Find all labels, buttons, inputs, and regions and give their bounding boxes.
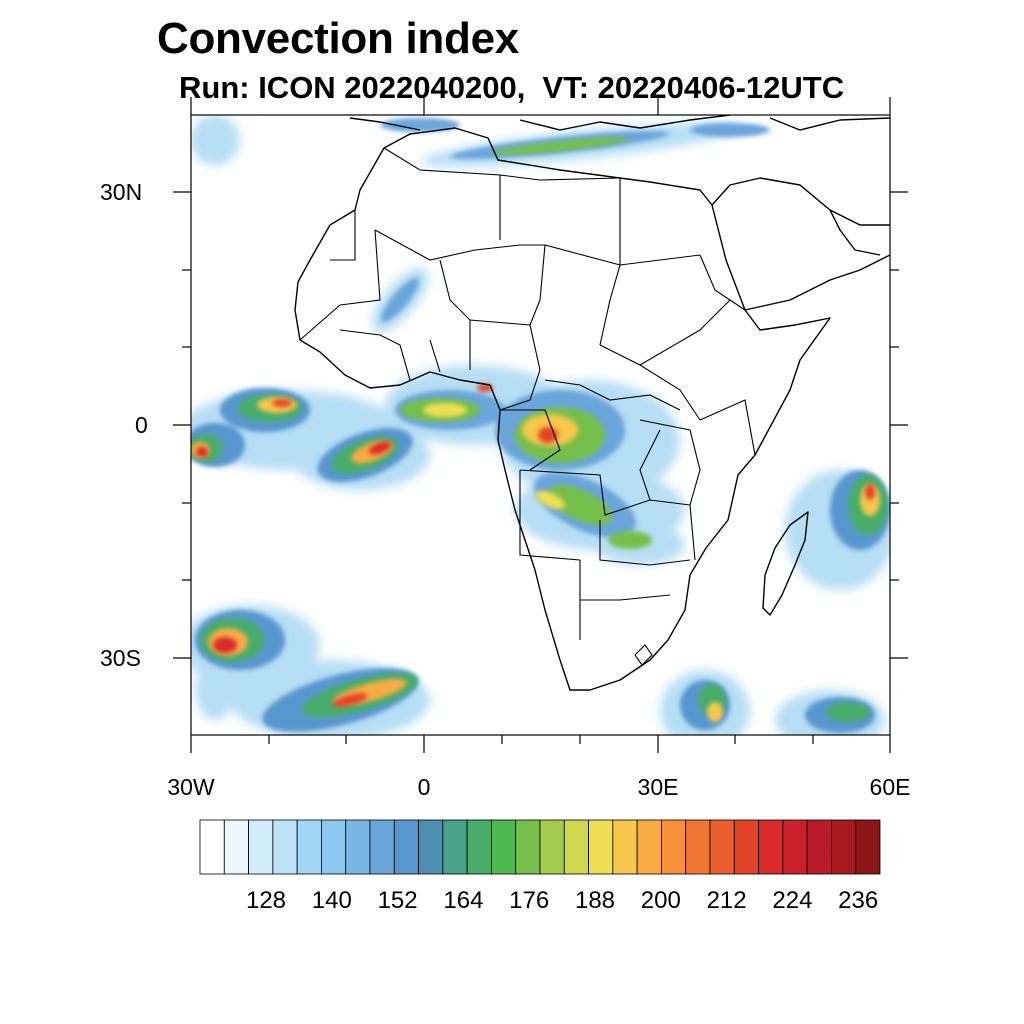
colorbar-swatch bbox=[733, 819, 759, 875]
colorbar-label: 236 bbox=[838, 887, 879, 914]
colorbar-swatch bbox=[636, 819, 662, 875]
lon-label-0: 0 bbox=[417, 774, 431, 800]
colorbar-swatch bbox=[442, 819, 468, 875]
coastlines bbox=[294, 115, 890, 691]
colorbar-swatch bbox=[588, 819, 614, 875]
colorbar-label: 212 bbox=[706, 887, 747, 914]
colorbar-swatch bbox=[199, 819, 225, 875]
colorbar-swatch bbox=[369, 819, 395, 875]
colorbar-swatch bbox=[272, 819, 298, 875]
caspian-persian-gulf bbox=[829, 209, 881, 256]
colorbar-swatch bbox=[661, 819, 687, 875]
colorbar-swatch bbox=[782, 819, 808, 875]
axis-ticks bbox=[173, 97, 908, 753]
colorbar-swatch bbox=[685, 819, 711, 875]
colorbar-swatch bbox=[758, 819, 784, 875]
colorbar-label: 152 bbox=[377, 887, 418, 914]
arabia-coastline bbox=[711, 177, 890, 311]
colorbar-swatch bbox=[563, 819, 589, 875]
colorbar-label: 176 bbox=[509, 887, 550, 914]
colorbar-swatch bbox=[855, 819, 881, 875]
colorbar-swatch bbox=[248, 819, 274, 875]
africa-coastline bbox=[294, 127, 831, 691]
lon-label-30w: 30W bbox=[167, 774, 215, 800]
colorbar-swatch bbox=[296, 819, 322, 875]
colorbar-label: 128 bbox=[245, 887, 287, 914]
chart-subtitle: Run: ICON 2022040200, VT: 20220406-12UTC bbox=[179, 70, 845, 105]
colorbar-swatch bbox=[223, 819, 249, 875]
colorbar-label: 224 bbox=[772, 887, 813, 914]
colorbar-swatch bbox=[466, 819, 492, 875]
colorbar-swatch bbox=[831, 819, 857, 875]
colorbar-swatch bbox=[515, 819, 541, 875]
madagascar-coastline bbox=[762, 511, 809, 616]
colorbar-swatch bbox=[393, 819, 419, 875]
colorbar-label: 164 bbox=[443, 887, 484, 914]
colorbar-swatch bbox=[539, 819, 565, 875]
europe-coastline bbox=[349, 115, 890, 131]
colorbar-swatch bbox=[491, 819, 517, 875]
lat-label-0: 0 bbox=[135, 412, 148, 438]
colorbar-label: 188 bbox=[574, 887, 616, 914]
colorbar-swatch bbox=[345, 819, 371, 875]
lat-label-30n: 30N bbox=[100, 179, 143, 205]
colorbar-swatch bbox=[321, 819, 347, 875]
lon-label-30e: 30E bbox=[637, 774, 679, 800]
lon-label-60e: 60E bbox=[869, 774, 911, 800]
chart-title: Convection index bbox=[157, 14, 519, 63]
convection-field bbox=[191, 115, 890, 735]
colorbar-swatch bbox=[709, 819, 735, 875]
lat-label-30s: 30S bbox=[100, 645, 141, 671]
colorbar-label: 200 bbox=[640, 887, 681, 914]
colorbar-label: 140 bbox=[311, 887, 352, 914]
colorbar-swatch bbox=[612, 819, 638, 875]
colorbar-swatch bbox=[806, 819, 832, 875]
colorbar-swatch bbox=[418, 819, 444, 875]
colorbar bbox=[199, 819, 881, 875]
country-borders bbox=[299, 147, 756, 666]
